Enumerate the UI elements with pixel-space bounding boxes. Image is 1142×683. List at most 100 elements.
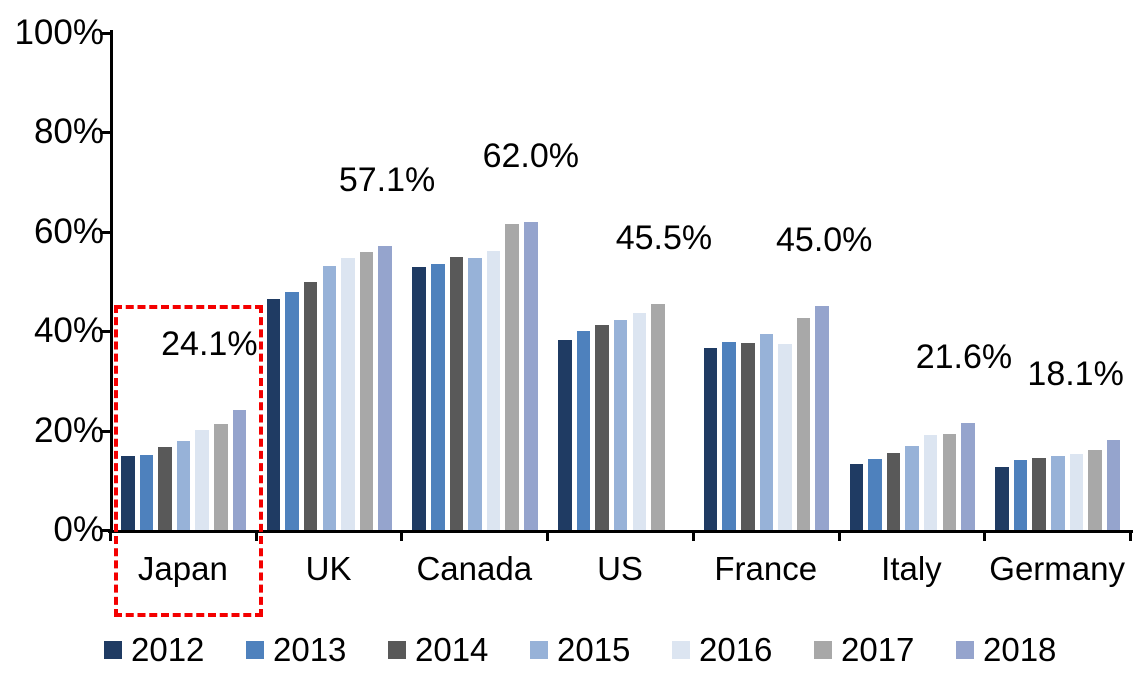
bar-germany-2016 <box>1069 453 1084 530</box>
bar-germany-2015 <box>1051 456 1065 530</box>
bar-italy-2017 <box>942 434 957 530</box>
data-label-germany: 18.1% <box>1027 355 1124 394</box>
bar-uk-2015 <box>322 266 336 530</box>
data-label-italy: 21.6% <box>915 337 1013 376</box>
bar-italy-2012 <box>849 464 864 530</box>
y-axis-tick <box>100 32 110 35</box>
legend-swatch-2016 <box>672 641 690 659</box>
bar-uk-2013 <box>285 291 299 530</box>
x-axis-tick <box>691 531 695 541</box>
bar-france-2016 <box>778 343 792 530</box>
x-category-label-italy: Italy <box>881 550 942 587</box>
legend-item-2013: 2013 <box>246 630 346 670</box>
legend-item-2017: 2017 <box>814 630 914 670</box>
x-axis-tick <box>254 531 258 541</box>
legend-swatch-2015 <box>530 641 548 659</box>
bar-japan-2012 <box>121 456 135 530</box>
bar-uk-2017 <box>359 251 374 530</box>
y-axis-tick <box>100 230 110 234</box>
x-axis-tick <box>400 531 404 541</box>
legend-label-2012: 2012 <box>131 631 205 668</box>
bar-canada-2013 <box>431 264 445 530</box>
bar-japan-2017 <box>214 424 228 530</box>
bar-japan-2016 <box>195 430 209 530</box>
legend-item-2018: 2018 <box>956 630 1056 670</box>
x-category-label-us: US <box>597 550 643 587</box>
bar-canada-2012 <box>412 266 426 530</box>
data-label-canada: 62.0% <box>482 136 579 175</box>
bar-us-2017 <box>651 303 665 530</box>
bar-germany-2012 <box>995 467 1009 530</box>
bar-germany-2014 <box>1032 458 1046 530</box>
bar-uk-2012 <box>266 299 281 530</box>
y-axis-line <box>110 30 113 533</box>
bar-france-2014 <box>741 342 755 530</box>
data-label-us: 45.5% <box>615 218 713 257</box>
bar-germany-2017 <box>1088 450 1102 530</box>
bar-canada-2014 <box>449 256 464 530</box>
bar-france-2017 <box>796 318 811 530</box>
y-tick-label: 80% <box>33 112 104 152</box>
bar-canada-2017 <box>505 223 519 530</box>
data-label-france: 45.0% <box>776 221 873 260</box>
highlight-box-japan <box>114 305 263 617</box>
x-axis-tick <box>109 531 112 541</box>
x-axis-tick <box>546 531 550 541</box>
bar-germany-2018 <box>1106 440 1121 530</box>
x-axis-tick <box>1129 531 1132 541</box>
bar-us-2016 <box>632 313 647 530</box>
legend-swatch-2013 <box>246 641 264 659</box>
y-axis-tick <box>100 330 110 334</box>
legend-label-2016: 2016 <box>699 631 773 668</box>
y-axis-tick <box>100 131 110 135</box>
x-category-label-uk: UK <box>305 550 352 587</box>
legend-item-2012: 2012 <box>104 630 204 670</box>
x-category-label-france: France <box>714 550 818 587</box>
legend-label-2017: 2017 <box>841 631 915 668</box>
legend-swatch-2012 <box>104 641 122 659</box>
bar-us-2014 <box>595 325 609 530</box>
legend-swatch-2014 <box>388 641 406 659</box>
bar-japan-2015 <box>176 440 191 530</box>
y-tick-label: 0% <box>53 510 104 549</box>
bar-canada-2015 <box>468 258 482 530</box>
data-label-uk: 57.1% <box>338 161 436 200</box>
y-tick-label: 60% <box>33 211 104 251</box>
bar-italy-2016 <box>923 435 938 530</box>
bar-italy-2018 <box>961 422 975 530</box>
legend-label-2013: 2013 <box>273 631 347 668</box>
bar-italy-2014 <box>886 452 901 530</box>
bar-france-2018 <box>815 306 829 530</box>
legend-item-2014: 2014 <box>388 630 488 670</box>
legend-item-2016: 2016 <box>672 630 772 670</box>
bar-us-2015 <box>613 320 628 530</box>
y-axis-tick <box>100 529 110 532</box>
legend-item-2015: 2015 <box>530 630 630 670</box>
legend-label-2018: 2018 <box>983 631 1057 668</box>
bar-us-2012 <box>558 340 572 530</box>
bar-japan-2014 <box>158 447 172 530</box>
legend-swatch-2018 <box>956 641 974 659</box>
bar-france-2012 <box>703 348 718 530</box>
x-axis-tick <box>837 531 841 541</box>
y-axis-tick <box>100 429 110 433</box>
data-label-japan: 24.1% <box>161 325 258 364</box>
y-tick-label: 40% <box>33 311 104 351</box>
bar-uk-2014 <box>303 281 318 530</box>
bar-italy-2015 <box>905 446 919 530</box>
bar-france-2015 <box>759 334 774 530</box>
bar-france-2013 <box>722 342 736 530</box>
bar-canada-2016 <box>486 250 501 530</box>
bar-us-2013 <box>576 331 591 530</box>
legend-label-2015: 2015 <box>557 631 631 668</box>
bar-italy-2013 <box>868 459 882 530</box>
bar-germany-2013 <box>1013 459 1028 530</box>
y-tick-label: 20% <box>33 410 104 450</box>
bar-uk-2016 <box>341 257 355 530</box>
bar-canada-2018 <box>524 221 538 530</box>
x-category-label-canada: Canada <box>416 550 533 587</box>
legend-label-2014: 2014 <box>415 631 489 668</box>
bar-japan-2013 <box>139 455 154 530</box>
x-category-label-germany: Germany <box>989 550 1125 587</box>
